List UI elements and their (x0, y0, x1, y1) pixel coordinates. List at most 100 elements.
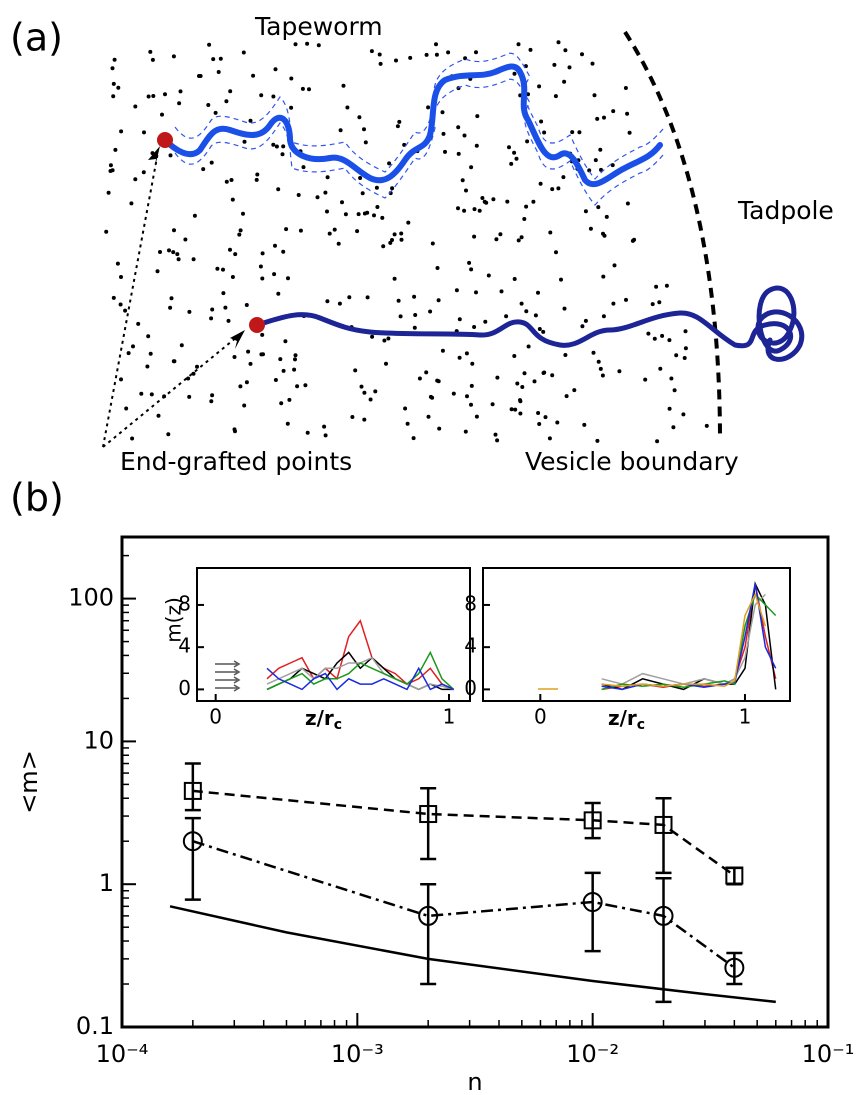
y-tick-label: 0 (464, 676, 477, 700)
dot (599, 167, 603, 172)
dot (434, 42, 438, 47)
dot (474, 143, 479, 148)
dot (168, 305, 173, 310)
dot (522, 371, 527, 376)
error-bar (726, 951, 743, 986)
dot (434, 52, 439, 57)
dot (524, 204, 529, 209)
dot (494, 237, 499, 242)
dot (462, 133, 467, 138)
dot (248, 361, 253, 366)
x-axis-label-sub: c (637, 717, 645, 733)
dot (548, 230, 553, 235)
data-line (266, 650, 455, 691)
dot (365, 295, 370, 300)
error-bar (655, 796, 672, 875)
dot (322, 424, 327, 429)
error-bar (420, 882, 437, 986)
dot (229, 178, 234, 182)
dot (274, 144, 279, 149)
dot (424, 370, 429, 375)
dot (504, 314, 509, 319)
dot (398, 314, 403, 319)
dot (233, 429, 237, 434)
dot (112, 57, 117, 62)
dot (241, 50, 246, 55)
dot (539, 119, 544, 124)
dot (564, 394, 569, 399)
x-axis-label-main: z/r (305, 706, 334, 730)
x-tick-label: 10⁻⁴ (96, 1040, 149, 1068)
dot (555, 420, 560, 425)
dot (519, 301, 524, 306)
dot (149, 392, 154, 397)
y-tick-label: 8 (464, 591, 477, 615)
dot (280, 152, 285, 157)
dot (572, 388, 577, 393)
dot (395, 124, 400, 129)
dot (475, 114, 480, 119)
dot (456, 206, 460, 211)
dot (169, 296, 174, 301)
inset-arrows (215, 660, 558, 692)
dot (209, 399, 214, 404)
dot (704, 423, 709, 428)
dot (171, 250, 176, 255)
dot (505, 199, 510, 204)
dot (598, 147, 603, 152)
dot (289, 76, 294, 81)
dot (372, 213, 376, 218)
dot (156, 413, 161, 418)
dot (129, 201, 134, 206)
dot (595, 116, 600, 121)
dot (465, 394, 469, 399)
dot (136, 321, 141, 326)
dot (289, 105, 294, 110)
dot (207, 42, 212, 47)
dot (307, 87, 311, 92)
dot (524, 309, 529, 314)
dot (567, 65, 572, 70)
dot (612, 263, 617, 268)
dot (145, 364, 150, 369)
dot (536, 290, 540, 295)
dot (108, 163, 113, 168)
dot (325, 175, 330, 180)
dot (186, 376, 191, 381)
dot (669, 376, 674, 381)
dot (110, 66, 115, 71)
dot (246, 349, 251, 354)
dot (119, 275, 123, 279)
error-bar (655, 877, 672, 1004)
circle-marker (418, 905, 439, 926)
dot (175, 252, 180, 257)
dot (218, 56, 223, 61)
dot (472, 207, 477, 212)
dot (520, 385, 525, 389)
dot (146, 334, 151, 339)
dot (284, 227, 289, 232)
dot (553, 94, 558, 99)
dot (600, 373, 605, 378)
x-tick-label: 10⁻³ (331, 1040, 384, 1068)
dot (370, 334, 375, 339)
dot (300, 86, 305, 91)
square-marker (419, 805, 438, 824)
square-marker (583, 811, 602, 830)
dot (396, 298, 401, 303)
dot (355, 229, 360, 234)
x-tick-label: 0 (534, 705, 547, 729)
dot (210, 393, 215, 398)
dot (483, 319, 488, 324)
dot (457, 355, 462, 360)
dot (602, 115, 606, 120)
dot (556, 186, 561, 191)
dot (285, 421, 290, 426)
dot (148, 351, 153, 356)
dot (435, 266, 440, 270)
dot (242, 403, 247, 408)
dot (139, 391, 144, 396)
y-axis-label: <m> (15, 750, 43, 814)
dot (340, 200, 344, 205)
